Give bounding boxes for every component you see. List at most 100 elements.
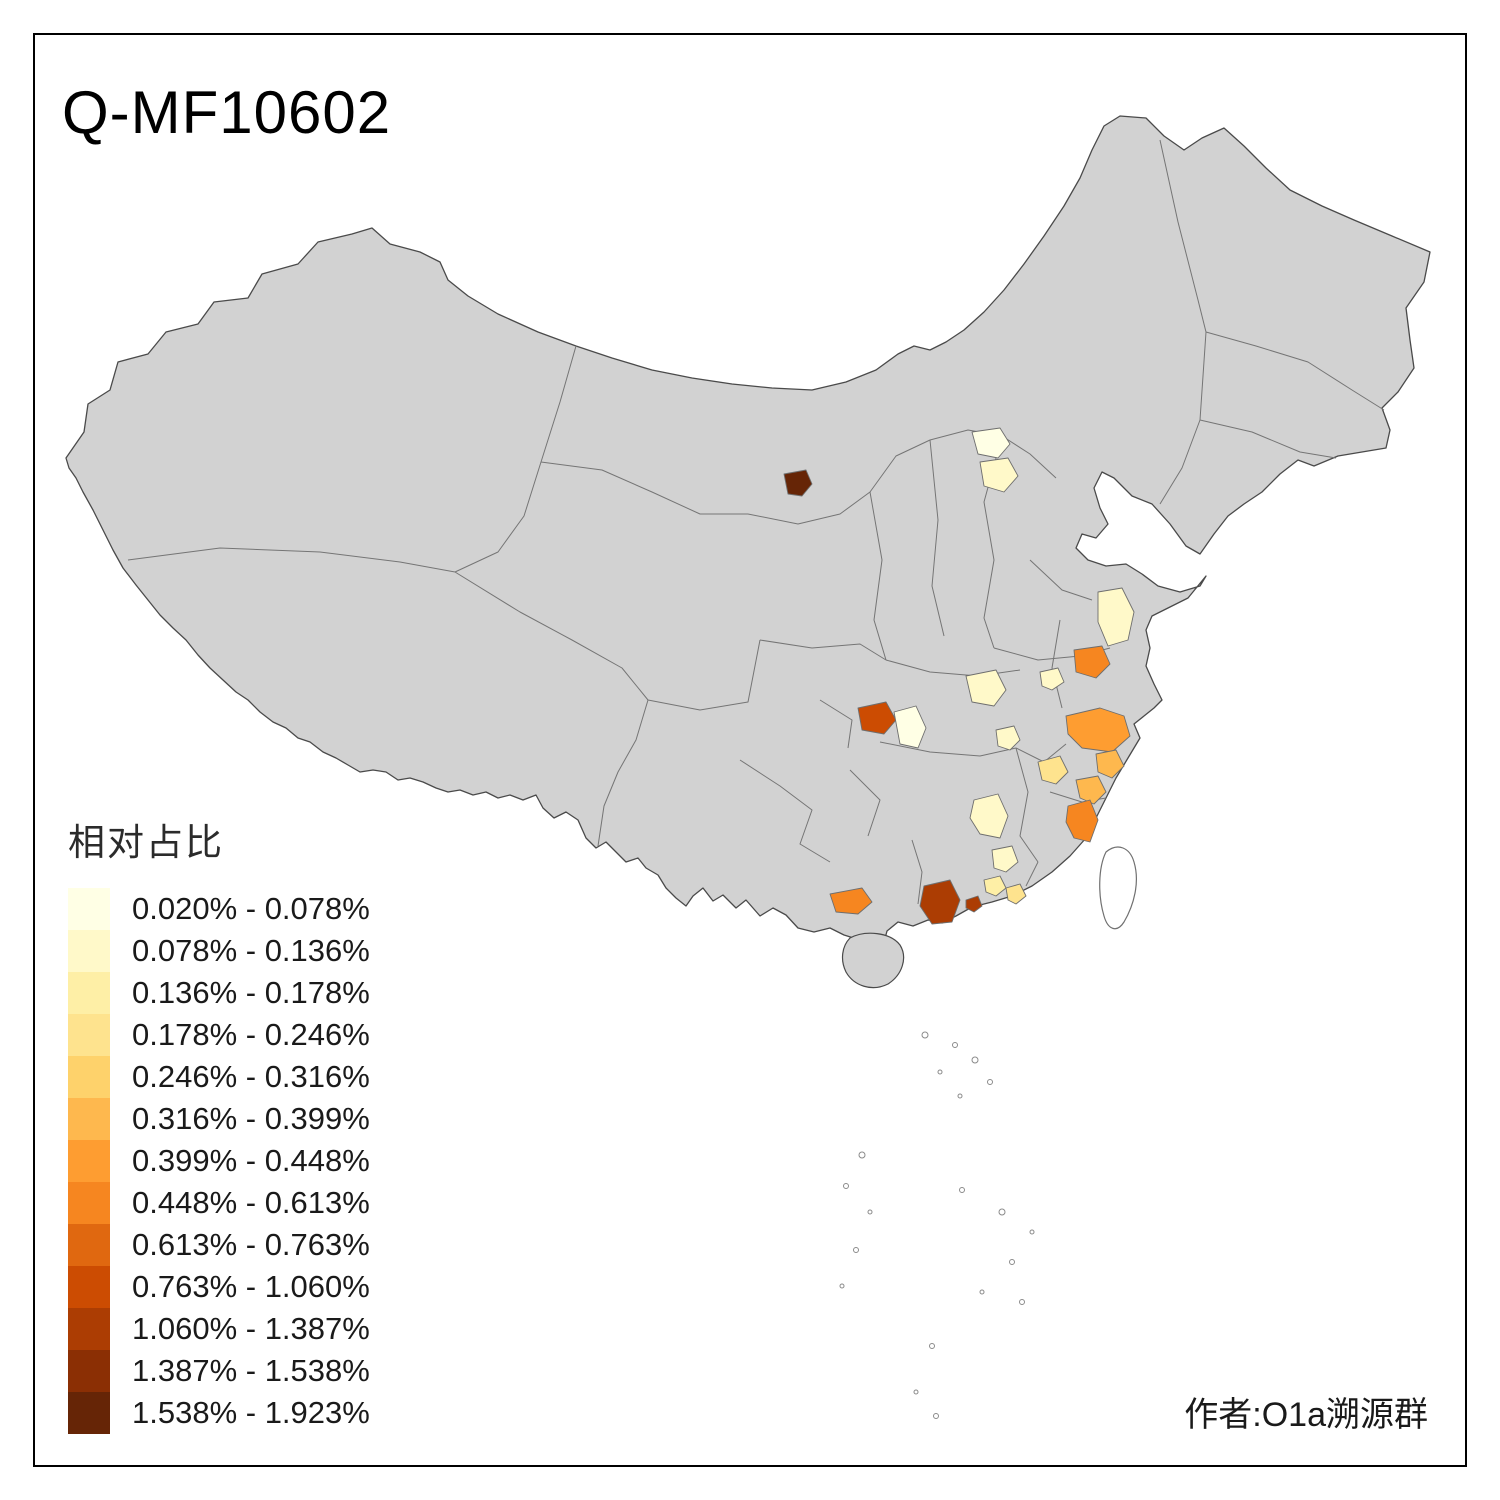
border-line xyxy=(454,345,577,573)
legend-item: 1.060% - 1.387% xyxy=(68,1308,370,1350)
legend-color-swatch xyxy=(68,1350,110,1392)
map-region-patch xyxy=(919,879,961,925)
legend: 相对占比 0.020% - 0.078% 0.078% - 0.136% 0.136… xyxy=(68,812,370,1434)
legend-color-swatch xyxy=(68,972,110,1014)
map-region-patch xyxy=(971,427,1011,459)
legend-item: 0.078% - 0.136% xyxy=(68,930,370,972)
islet xyxy=(1009,1259,1015,1265)
map-region-patch xyxy=(1065,707,1131,753)
map-region-patch xyxy=(1095,749,1125,779)
hainan-island xyxy=(841,932,905,989)
border-line xyxy=(597,699,649,847)
map-region-patch xyxy=(783,469,813,497)
border-line xyxy=(759,639,887,661)
legend-item: 0.020% - 0.078% xyxy=(68,888,370,930)
legend-color-swatch xyxy=(68,888,110,930)
attribution-text: 作者:O1a溯源群 xyxy=(1184,1396,1428,1434)
border-line xyxy=(747,429,1057,525)
islet xyxy=(843,1183,849,1189)
map-region-patch xyxy=(1097,587,1135,647)
border-line xyxy=(849,769,881,837)
south-china-sea-islands xyxy=(839,1031,1035,1419)
map-region-patch xyxy=(991,845,1019,873)
islet xyxy=(1019,1299,1025,1305)
islet xyxy=(937,1069,943,1075)
legend-item: 1.538% - 1.923% xyxy=(68,1392,370,1434)
islet xyxy=(957,1093,963,1099)
legend-range-label: 0.020% - 0.078% xyxy=(132,891,370,926)
islet xyxy=(853,1247,859,1253)
islet xyxy=(979,1289,985,1295)
legend-range-label: 0.136% - 0.178% xyxy=(132,975,370,1010)
legend-range-label: 0.316% - 0.399% xyxy=(132,1101,370,1136)
islet xyxy=(959,1187,965,1193)
legend-range-label: 0.448% - 0.613% xyxy=(132,1185,370,1220)
border-line xyxy=(1205,331,1385,411)
islet xyxy=(952,1042,958,1048)
taiwan-island xyxy=(1099,846,1137,930)
legend-range-label: 0.078% - 0.136% xyxy=(132,933,370,968)
map-region-patch xyxy=(1073,645,1111,679)
legend-range-label: 1.060% - 1.387% xyxy=(132,1311,370,1346)
border-line xyxy=(885,659,1021,677)
map-region-patch xyxy=(995,725,1021,751)
map-region-patch xyxy=(857,701,897,735)
map-region-patch xyxy=(1065,799,1099,843)
border-line xyxy=(739,759,831,863)
map-region-patch xyxy=(1005,883,1027,905)
border-line xyxy=(127,547,456,573)
islet xyxy=(971,1056,979,1064)
border-line xyxy=(879,741,1017,757)
islet xyxy=(1029,1229,1035,1235)
legend-range-label: 0.763% - 1.060% xyxy=(132,1269,370,1304)
legend-item: 0.316% - 0.399% xyxy=(68,1098,370,1140)
islet xyxy=(921,1031,929,1039)
islet xyxy=(998,1208,1006,1216)
border-line xyxy=(647,639,761,711)
legend-item: 0.613% - 0.763% xyxy=(68,1224,370,1266)
page-title: Q-MF10602 xyxy=(62,79,392,146)
legend-range-label: 1.387% - 1.538% xyxy=(132,1353,370,1388)
legend-item: 0.136% - 0.178% xyxy=(68,972,370,1014)
legend-items: 0.020% - 0.078% 0.078% - 0.136% 0.136% - 0… xyxy=(68,888,370,1434)
legend-item: 0.763% - 1.060% xyxy=(68,1266,370,1308)
map-region-patch xyxy=(829,887,873,915)
choropleth-regions xyxy=(783,427,1135,925)
border-line xyxy=(1025,861,1039,887)
map-region-patch xyxy=(965,669,1007,707)
islet xyxy=(929,1343,935,1349)
legend-color-swatch xyxy=(68,1392,110,1434)
islet xyxy=(867,1209,873,1215)
legend-range-label: 1.538% - 1.923% xyxy=(132,1395,370,1430)
legend-item: 0.178% - 0.246% xyxy=(68,1014,370,1056)
border-line xyxy=(929,439,945,637)
legend-color-swatch xyxy=(68,1224,110,1266)
map-region-patch xyxy=(965,895,983,913)
legend-item: 0.448% - 0.613% xyxy=(68,1182,370,1224)
map-region-patch xyxy=(1037,755,1069,785)
map-region-patch xyxy=(983,875,1007,897)
islet xyxy=(858,1151,866,1159)
legend-color-swatch xyxy=(68,1266,110,1308)
legend-range-label: 0.613% - 0.763% xyxy=(132,1227,370,1262)
legend-color-swatch xyxy=(68,1182,110,1224)
legend-color-swatch xyxy=(68,930,110,972)
border-line xyxy=(1199,419,1337,459)
legend-range-label: 0.399% - 0.448% xyxy=(132,1143,370,1178)
legend-item: 1.387% - 1.538% xyxy=(68,1350,370,1392)
legend-range-label: 0.246% - 0.316% xyxy=(132,1059,370,1094)
islet xyxy=(933,1413,939,1419)
border-line xyxy=(1051,619,1063,709)
islet xyxy=(839,1283,845,1289)
map-region-patch xyxy=(979,457,1019,493)
border-line xyxy=(911,839,923,905)
border-line xyxy=(454,571,649,701)
legend-color-swatch xyxy=(68,1056,110,1098)
legend-item: 0.246% - 0.316% xyxy=(68,1056,370,1098)
legend-color-swatch xyxy=(68,1098,110,1140)
border-line xyxy=(869,491,887,661)
map-region-patch xyxy=(1075,775,1107,805)
legend-range-label: 0.178% - 0.246% xyxy=(132,1017,370,1052)
